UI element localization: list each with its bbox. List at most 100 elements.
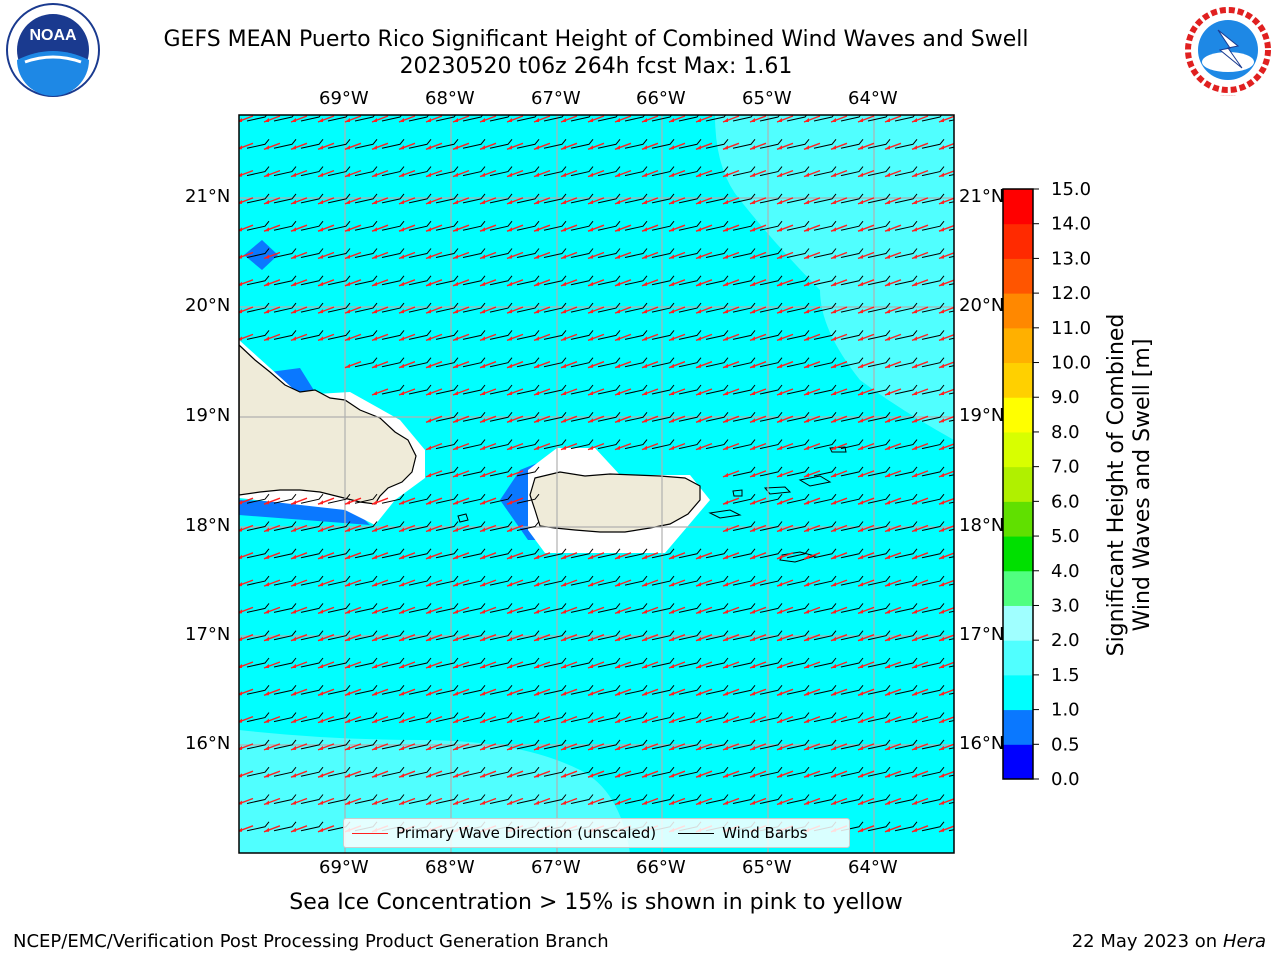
wave-direction-arrowhead xyxy=(885,199,890,204)
wind-barb xyxy=(597,439,621,450)
wave-direction-arrowhead xyxy=(723,118,728,122)
wave-direction-arrowhead xyxy=(507,281,512,286)
wind-barb xyxy=(921,384,945,395)
wave-direction-arrowhead xyxy=(480,636,485,641)
wind-barb xyxy=(786,357,810,368)
wave-direction-arrowhead xyxy=(642,691,647,696)
wave-direction-arrowhead xyxy=(291,773,296,778)
wind-barb xyxy=(435,657,459,668)
wave-direction-arrowhead xyxy=(831,718,836,723)
wave-direction-arrowhead xyxy=(723,145,728,150)
wind-barb xyxy=(705,712,729,723)
wind-barb xyxy=(300,548,324,559)
wind-barb xyxy=(597,603,621,613)
wave-direction-arrowhead xyxy=(885,664,890,668)
wave-direction-arrowhead xyxy=(318,309,323,314)
wave-direction-arrowhead xyxy=(831,472,836,477)
wind-barb xyxy=(867,115,889,122)
wave-direction-arrowhead xyxy=(858,145,863,150)
wind-barb xyxy=(732,521,756,531)
wind-barb xyxy=(624,548,648,559)
wave-direction-arrowhead xyxy=(291,554,296,559)
wave-direction-arrowhead xyxy=(912,227,917,232)
wind-barb xyxy=(435,357,459,368)
wave-direction-arrowhead xyxy=(480,418,485,423)
sea-ice-caption: Sea Ice Concentration > 15% is shown in … xyxy=(289,890,903,915)
wind-barb xyxy=(435,275,459,286)
wind-barb xyxy=(813,384,837,395)
wind-barb xyxy=(840,248,864,258)
lon-tick-top-4: 66°W xyxy=(636,88,686,109)
wind-barb xyxy=(543,439,567,450)
wind-barb xyxy=(300,821,324,832)
wave-direction-arrowhead xyxy=(453,391,458,395)
wave-direction-arrowhead xyxy=(426,609,431,614)
wind-barb xyxy=(543,794,567,804)
wind-barb xyxy=(408,193,432,204)
wave-direction-arrowhead xyxy=(615,254,620,259)
nws-logo-text: NATIONAL WEATHER SERVICE xyxy=(1221,94,1236,97)
wind-barb xyxy=(327,766,351,777)
wave-direction-arrowhead xyxy=(399,773,404,778)
lat-tick-left-1: 21°N xyxy=(185,186,231,207)
wind-barb xyxy=(273,275,297,286)
wind-barb xyxy=(354,138,378,149)
wind-barb xyxy=(705,439,729,450)
wind-barb xyxy=(354,739,378,750)
wind-barb xyxy=(516,411,540,422)
wave-direction-arrowhead xyxy=(588,418,593,423)
wave-direction-arrowhead xyxy=(534,718,539,723)
wind-barb xyxy=(597,220,621,231)
wave-direction-arrowhead xyxy=(696,281,701,286)
wave-direction-arrowhead xyxy=(561,336,566,341)
wind-barb xyxy=(678,138,702,149)
wind-barb xyxy=(408,166,432,177)
wind-barb xyxy=(489,575,513,586)
wind-barb xyxy=(354,603,378,613)
wind-barb xyxy=(732,466,756,477)
legend-label-wind-barbs: Wind Barbs xyxy=(722,824,808,842)
wave-direction-arrowhead xyxy=(291,636,296,641)
wind-barb xyxy=(408,766,432,777)
wind-barb xyxy=(921,603,945,613)
wave-direction-arrowhead xyxy=(588,800,593,805)
wind-barb xyxy=(921,821,945,832)
wave-direction-arrowhead xyxy=(723,773,728,778)
colorbar-frame xyxy=(1002,188,1034,780)
wave-direction-arrowhead xyxy=(939,145,944,150)
wind-barb xyxy=(327,521,351,531)
colorbar-swatch xyxy=(1003,466,1033,502)
wave-direction-arrowhead xyxy=(480,199,485,204)
wind-barb xyxy=(381,302,405,313)
wind-barb xyxy=(246,630,270,641)
wind-barb xyxy=(894,357,918,368)
wave-direction-arrowhead xyxy=(669,718,674,723)
wave-direction-arrowhead xyxy=(912,336,917,341)
wave-direction-arrowhead xyxy=(534,773,539,778)
wind-barb xyxy=(462,302,486,313)
wind-barb xyxy=(840,439,864,450)
wave-direction-arrowhead xyxy=(480,472,485,477)
colorbar-swatch xyxy=(1003,223,1033,259)
wave-direction-arrowhead xyxy=(534,745,539,750)
wind-barb xyxy=(921,248,945,258)
wave-direction-arrowhead xyxy=(291,145,296,150)
wind-barb xyxy=(867,302,891,313)
wave-direction-arrowhead xyxy=(858,472,863,477)
wind-barb xyxy=(381,739,405,750)
wind-barb xyxy=(273,575,297,586)
wind-barb xyxy=(921,493,945,504)
wind-barb xyxy=(489,138,513,149)
wave-direction-arrowhead xyxy=(345,582,350,587)
wave-direction-arrowhead xyxy=(615,773,620,778)
wave-direction-arrowhead xyxy=(939,827,944,832)
wave-direction-arrowhead xyxy=(399,145,404,150)
wave-direction-arrowhead xyxy=(831,609,836,614)
wave-direction-arrowhead xyxy=(750,636,755,641)
wind-barb xyxy=(921,302,945,313)
wave-direction-arrowhead xyxy=(642,554,647,559)
wave-direction-arrowhead xyxy=(318,636,323,641)
wind-barb xyxy=(354,166,378,177)
wave-direction-arrowhead xyxy=(372,363,377,368)
wave-direction-arrowhead xyxy=(561,118,566,122)
